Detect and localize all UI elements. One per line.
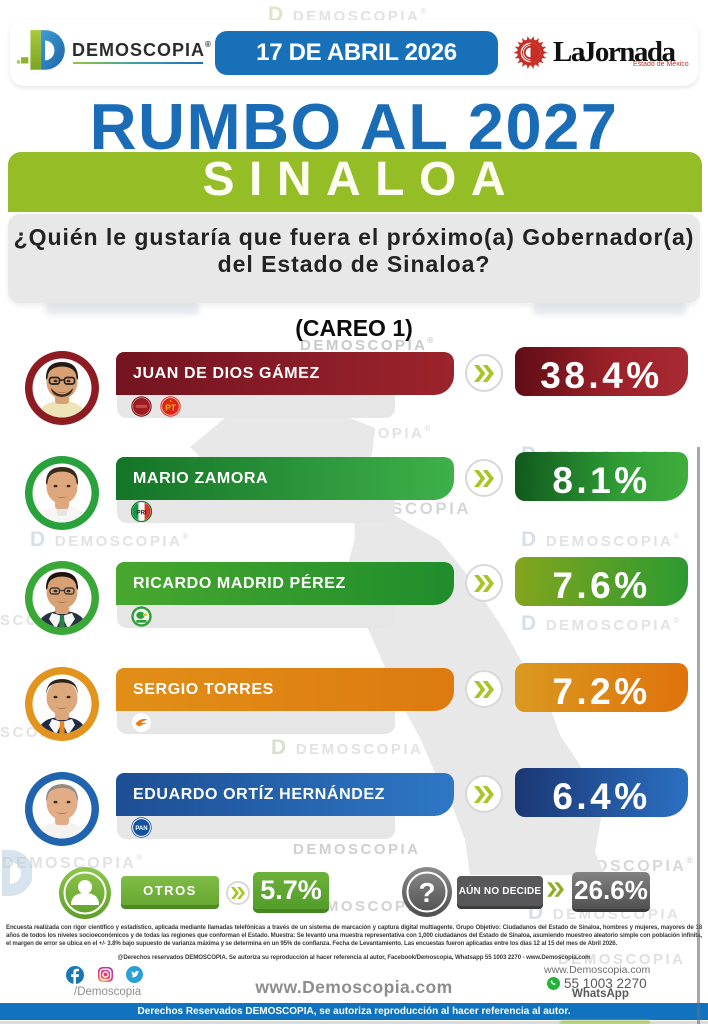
svg-text:PRI: PRI: [136, 509, 147, 516]
svg-text:?: ?: [418, 877, 435, 908]
svg-text:PAN: PAN: [135, 826, 147, 832]
svg-text:PT: PT: [165, 403, 177, 413]
